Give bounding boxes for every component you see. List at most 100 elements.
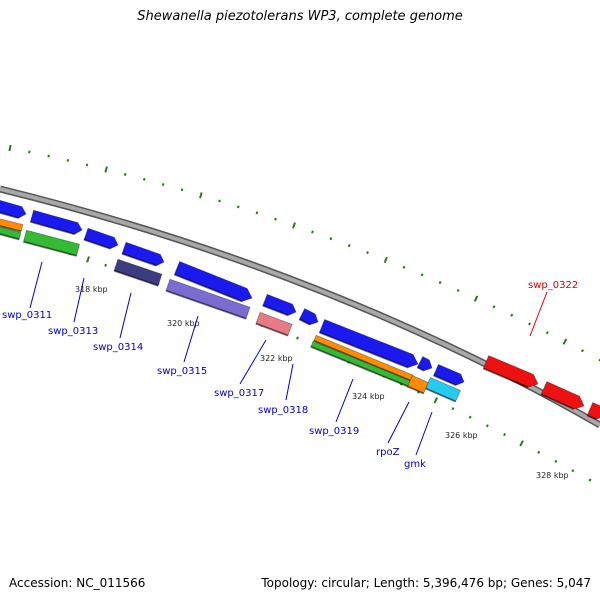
leader-line	[415, 411, 433, 456]
gene-arrow-blue-shade	[319, 331, 409, 369]
inner-tick	[485, 424, 489, 428]
gene-box-orange	[0, 218, 24, 232]
inner-tick	[537, 450, 541, 454]
gene-box-pink	[255, 311, 293, 337]
gene-box-green-shade	[310, 345, 410, 388]
accession-label: Accession: NC_011566	[9, 576, 146, 590]
outer-tick	[562, 338, 568, 345]
gene-box-green-shade	[0, 233, 20, 241]
outer-tick	[329, 237, 333, 241]
outer-tick	[292, 222, 296, 229]
gene-arrow-blue-shade	[0, 211, 19, 220]
leader-line	[239, 339, 267, 385]
gene-arrow-red-shade	[482, 367, 529, 389]
gene-arrow-blue-shade	[262, 304, 289, 317]
outer-tick	[528, 322, 531, 326]
gene-arrow-blue-shade	[121, 252, 157, 267]
gene-arrow-blue	[121, 241, 165, 267]
gene-box-cyan-shade	[425, 387, 456, 403]
outer-tick	[492, 305, 496, 309]
inner-tick	[571, 469, 575, 473]
outer-tick	[142, 177, 146, 181]
gene-label: swp_0313	[48, 326, 98, 337]
gene-label: gmk	[404, 459, 426, 470]
inner-tick	[104, 263, 107, 267]
gene-box-dark-purple-shade	[113, 269, 159, 287]
outer-tick	[218, 199, 221, 203]
gene-box-dark-purple	[113, 258, 163, 287]
outer-tick	[402, 265, 406, 269]
inner-tick	[433, 397, 439, 404]
outer-tick	[473, 295, 479, 302]
gene-arrow-red-shade	[586, 414, 597, 421]
gene-label: swp_0315	[157, 366, 207, 377]
kbp-label: 318 kbp	[75, 285, 108, 294]
gene-arrow-red	[482, 355, 539, 388]
outer-tick	[47, 154, 50, 158]
gene-label: swp_0318	[258, 405, 308, 416]
outer-tick	[456, 288, 460, 293]
kbp-label: 328 kbp	[536, 471, 569, 480]
gene-arrow-blue	[416, 356, 433, 372]
backbone-outline	[0, 185, 600, 429]
gene-arrow-blue-shade	[298, 318, 311, 326]
label-leaders	[29, 261, 548, 456]
gene-label: swp_0314	[93, 342, 143, 353]
outer-tick	[123, 172, 127, 176]
outer-tick	[311, 230, 314, 234]
gene-box-cyan	[425, 376, 461, 403]
outer-tick	[274, 217, 277, 221]
outer-tick	[180, 188, 184, 192]
leader-line	[73, 277, 85, 323]
leader-line	[29, 261, 43, 309]
gene-arrow-blue	[262, 293, 297, 316]
outer-tick	[438, 281, 442, 285]
gene-arrow-blue	[29, 209, 83, 235]
outer-tick	[85, 163, 89, 167]
gene-box-orange-shade	[313, 339, 412, 382]
leader-line	[335, 378, 354, 423]
gene-arrow-blue	[173, 260, 253, 302]
gene-label: swp_0322	[528, 280, 578, 291]
outer-tick	[366, 251, 369, 255]
leader-line	[183, 315, 199, 363]
gene-label: swp_0317	[214, 388, 264, 399]
kbp-label: 324 kbp	[352, 392, 385, 401]
gene-box-light-purple-shade	[165, 289, 247, 320]
gene-box-green-shade	[23, 240, 77, 257]
outer-tick	[161, 183, 165, 186]
outer-tick	[236, 205, 240, 209]
gene-box-green	[23, 229, 80, 257]
outer-tick	[510, 313, 514, 317]
outer-tick	[420, 273, 424, 277]
genome-summary: Topology: circular; Length: 5,396,476 bp…	[261, 576, 591, 590]
gene-arrow-blue	[298, 308, 319, 326]
gene-box-orange-shade	[0, 225, 22, 233]
gene-arrow-red-shade	[540, 393, 575, 411]
outer-tick	[581, 349, 584, 353]
gene-label: swp_0311	[2, 310, 52, 321]
outer-tick	[545, 331, 549, 335]
outer-tick	[28, 150, 31, 154]
gene-label: rpoZ	[376, 447, 400, 458]
gene-arrow-blue	[83, 227, 119, 250]
gene-label: swp_0319	[309, 426, 359, 437]
gene-arrow-blue-shade	[416, 366, 425, 372]
inner-tick	[468, 415, 472, 419]
kbp-label: 322 kbp	[260, 354, 293, 363]
label-layer: 318 kbp 320 kbp 322 kbp 324 kbp 326 kbp 328 k…	[2, 280, 578, 480]
tick-marks	[0, 144, 600, 482]
gene-box-orange-shade	[407, 385, 425, 395]
outer-tick	[66, 158, 70, 162]
leader-line	[529, 291, 548, 337]
gene-arrow-blue-shade	[174, 273, 243, 303]
gene-box-light-purple	[165, 278, 251, 320]
inner-tick	[588, 478, 592, 482]
inner-tick	[519, 440, 524, 447]
gene-box-green	[0, 226, 22, 240]
outer-tick	[383, 256, 388, 264]
kbp-label: 320 kbp	[167, 319, 200, 328]
gene-arrow-red	[586, 402, 600, 420]
outer-tick	[255, 211, 259, 215]
